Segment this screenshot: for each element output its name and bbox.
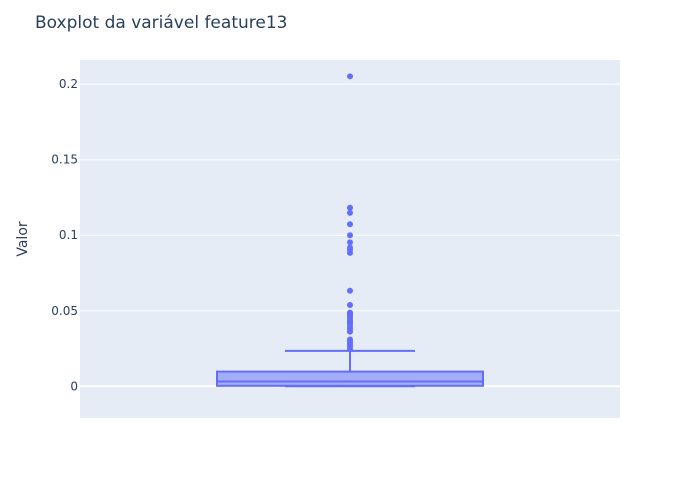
outlier-point (347, 209, 353, 216)
outlier-point (347, 73, 353, 80)
outlier-point (347, 309, 353, 316)
y-tick-label: 0.1 (59, 228, 78, 242)
outlier-point (347, 239, 353, 246)
outlier-points (347, 73, 353, 353)
outlier-point (347, 336, 353, 343)
y-axis-ticks: 0 0.05 0.1 0.15 0.2 (51, 77, 78, 393)
y-axis-label: Valor (15, 221, 31, 257)
outlier-point (347, 302, 353, 309)
y-tick-label: 0.15 (51, 153, 78, 167)
outlier-point (347, 232, 353, 239)
y-tick-label: 0.05 (51, 304, 78, 318)
outlier-point (347, 204, 353, 211)
iqr-box (216, 370, 484, 387)
chart-title: Boxplot da variável feature13 (35, 13, 288, 33)
outlier-point (347, 244, 353, 251)
outlier-point (347, 221, 353, 228)
y-tick-label: 0 (70, 379, 78, 393)
outlier-point (347, 287, 353, 294)
y-tick-label: 0.2 (59, 77, 78, 91)
